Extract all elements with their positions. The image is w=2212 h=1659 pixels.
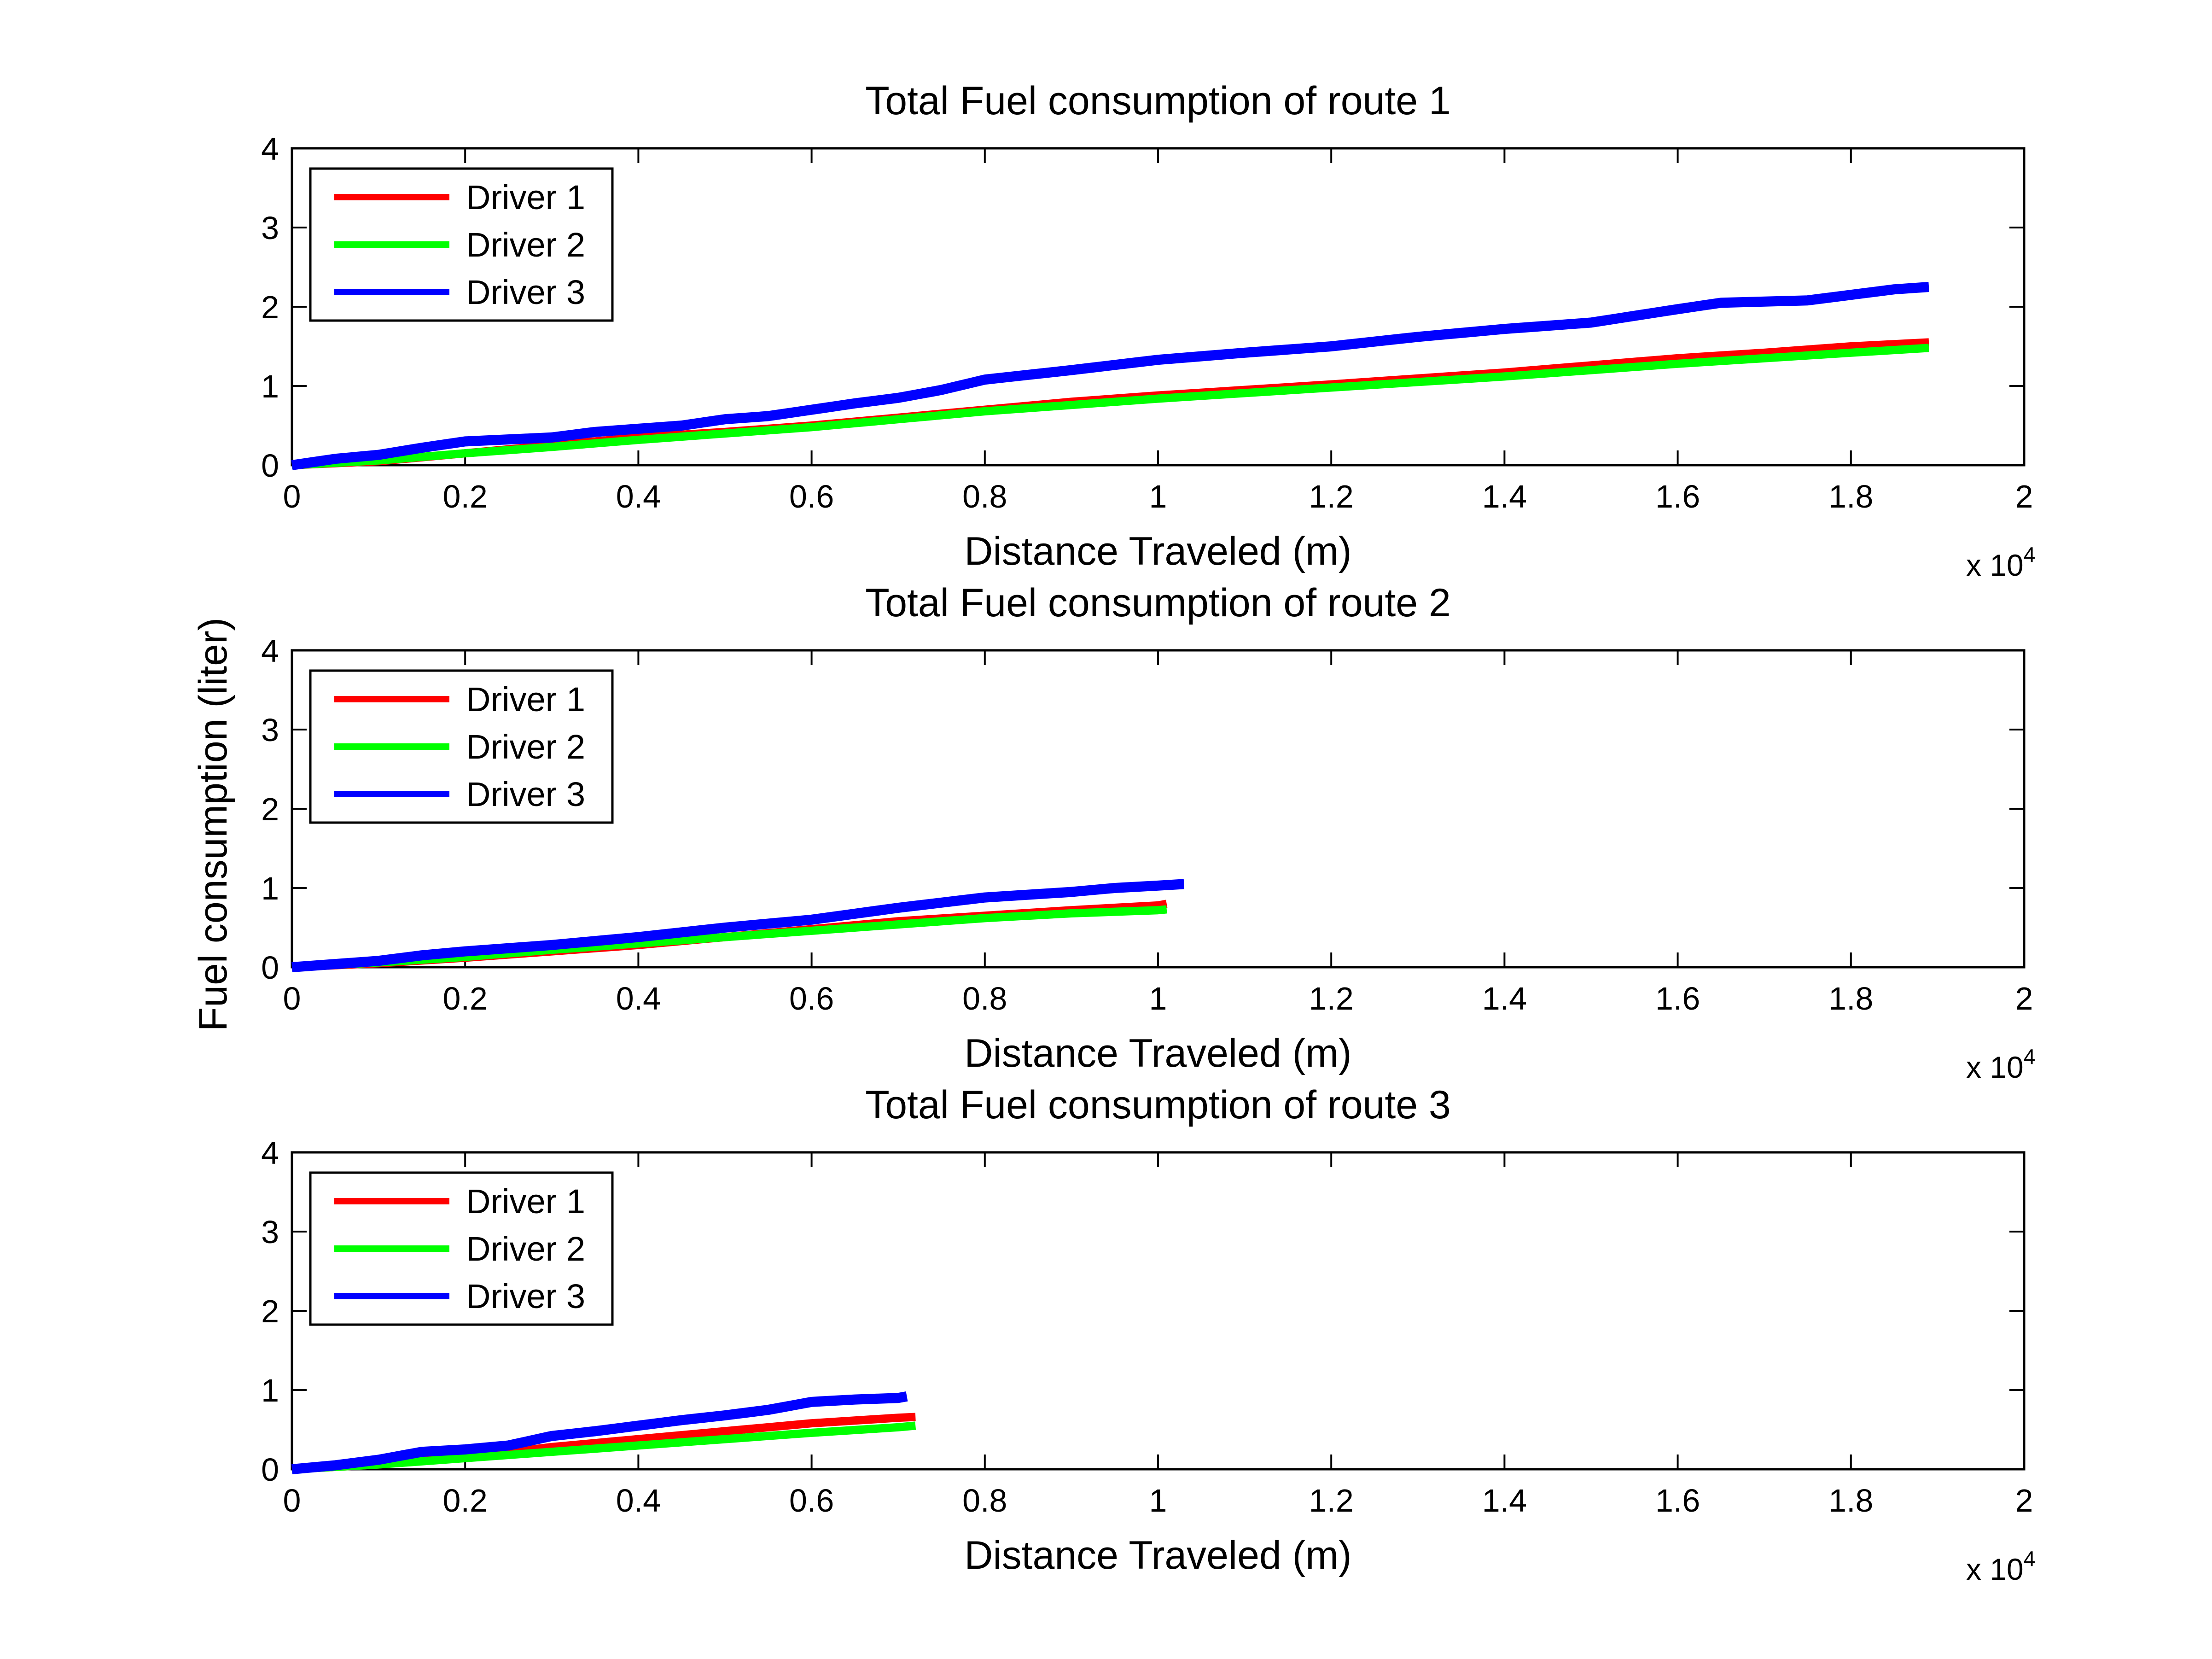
legend-label-driver-2: Driver 2 [466,226,585,264]
x-axis-multiplier-exponent: 4 [2024,1045,2036,1069]
x-axis-label: Distance Traveled (m) [964,1031,1351,1075]
x-tick-label: 0.4 [616,479,661,514]
y-tick-label: 4 [261,131,279,167]
x-tick-label: 1.6 [1655,479,1700,514]
x-axis-multiplier: x 104 [1966,1547,2035,1586]
x-tick-label: 0.6 [789,981,834,1016]
y-tick-label: 2 [261,791,279,827]
x-tick-label: 0 [283,479,301,514]
x-tick-label: 0.4 [616,981,661,1016]
chart-title: Total Fuel consumption of route 2 [865,581,1451,625]
x-axis-multiplier-base: x 10 [1966,1050,2024,1084]
x-tick-label: 1.2 [1309,1483,1354,1519]
legend-label-driver-2: Driver 2 [466,1230,585,1268]
x-tick-label: 1.2 [1309,479,1354,514]
x-tick-label: 1.8 [1828,1483,1873,1519]
x-tick-label: 1.4 [1482,981,1527,1016]
x-axis-label: Distance Traveled (m) [964,529,1351,573]
x-tick-label: 1 [1149,479,1167,514]
legend: Driver 1 Driver 2 Driver 3 [309,1171,614,1326]
legend-label-driver-3: Driver 3 [466,1277,585,1315]
y-tick-label: 3 [261,712,279,748]
x-tick-label: 0.6 [789,1483,834,1519]
chart-panel-route-3: Total Fuel consumption of route 3 Distan… [261,1083,2035,1586]
x-tick-label: 0.8 [962,981,1007,1016]
legend-label-driver-2: Driver 2 [466,728,585,766]
x-tick-label: 1.2 [1309,981,1354,1016]
legend: Driver 1 Driver 2 Driver 3 [309,669,614,824]
series-line-driver-3 [291,1391,908,1474]
x-axis-label: Distance Traveled (m) [964,1533,1351,1577]
x-tick-label: 0.6 [789,479,834,514]
legend-label-driver-1: Driver 1 [466,178,585,216]
x-tick-label: 0 [283,981,301,1016]
y-tick-label: 0 [261,950,279,986]
x-tick-label: 1.4 [1482,1483,1527,1519]
x-tick-label: 0.8 [962,1483,1007,1519]
x-tick-label: 1.8 [1828,479,1873,514]
y-tick-label: 1 [261,1373,279,1408]
x-tick-label: 1.4 [1482,479,1527,514]
x-tick-label: 1 [1149,1483,1167,1519]
y-tick-label: 3 [261,210,279,246]
legend: Driver 1 Driver 2 Driver 3 [309,167,614,322]
x-tick-label: 0 [283,1483,301,1519]
x-tick-label: 1.6 [1655,1483,1700,1519]
legend-label-driver-3: Driver 3 [466,775,585,813]
chart-title: Total Fuel consumption of route 3 [865,1083,1451,1127]
chart-panel-route-1: Total Fuel consumption of route 1 Distan… [261,79,2035,582]
x-tick-label: 2 [2015,1483,2033,1519]
series-line-driver-2 [291,344,1929,469]
y-tick-label: 4 [261,1135,279,1171]
x-tick-label: 1.8 [1828,981,1873,1016]
y-tick-label: 2 [261,1293,279,1329]
x-tick-label: 0.8 [962,479,1007,514]
y-axis-label: Fuel consumption (liter) [191,618,235,1032]
chart-title: Total Fuel consumption of route 1 [865,79,1451,123]
x-tick-label: 0.4 [616,1483,661,1519]
y-tick-label: 4 [261,633,279,669]
x-axis-multiplier-exponent: 4 [2024,543,2036,567]
y-tick-label: 2 [261,289,279,325]
legend-label-driver-1: Driver 1 [466,680,585,719]
x-axis-multiplier-base: x 10 [1966,1552,2024,1586]
x-tick-label: 0.2 [443,479,488,514]
y-tick-label: 1 [261,368,279,404]
series-line-driver-3 [291,879,1185,972]
legend-label-driver-3: Driver 3 [466,273,585,311]
legend-label-driver-1: Driver 1 [466,1182,585,1221]
x-tick-label: 2 [2015,479,2033,514]
x-tick-label: 1.6 [1655,981,1700,1016]
x-tick-label: 0.2 [443,981,488,1016]
x-tick-label: 1 [1149,981,1167,1016]
chart-panel-route-2: Total Fuel consumption of route 2 Distan… [261,581,2035,1084]
y-tick-label: 0 [261,1452,279,1488]
x-tick-label: 2 [2015,981,2033,1016]
x-tick-label: 0.2 [443,1483,488,1519]
y-tick-label: 1 [261,870,279,906]
x-axis-multiplier-exponent: 4 [2024,1547,2036,1571]
x-axis-multiplier: x 104 [1966,1045,2035,1084]
y-tick-label: 0 [261,448,279,484]
x-axis-multiplier: x 104 [1966,543,2035,582]
series-line-driver-3 [291,282,1929,470]
y-tick-label: 3 [261,1214,279,1250]
series-line-driver-2 [291,1421,916,1473]
x-axis-multiplier-base: x 10 [1966,548,2024,582]
series-line-driver-2 [291,905,1167,971]
